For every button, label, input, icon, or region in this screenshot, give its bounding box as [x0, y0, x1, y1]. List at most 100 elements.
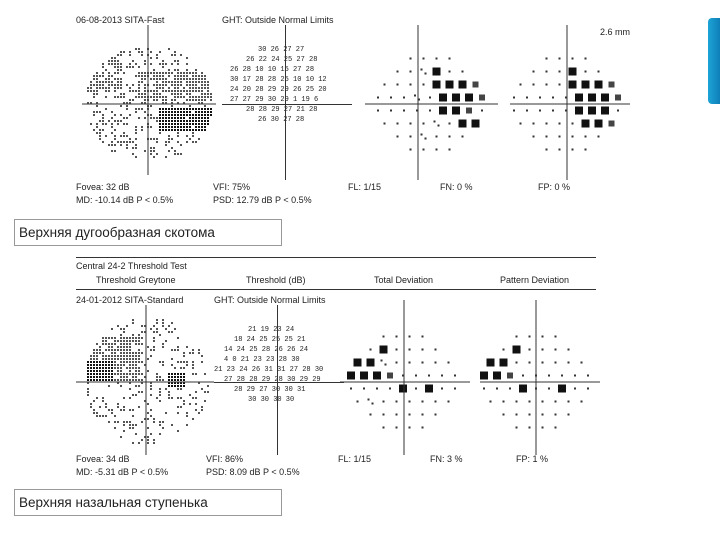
greytone-cell: [180, 379, 182, 381]
threshold-row: 30 17 28 28 25 10 10 12: [230, 76, 327, 84]
greytone-cell: [114, 72, 116, 74]
greytone-cell: [177, 120, 179, 122]
greytone-cell: [168, 108, 170, 110]
probability-symbol: [369, 348, 372, 351]
greytone-cell: [192, 367, 194, 369]
probability-symbol: [567, 348, 570, 351]
greytone-cell: [108, 72, 110, 74]
greytone-cell: [120, 361, 122, 363]
greytone-cell: [102, 376, 104, 378]
greytone-cell: [168, 114, 170, 116]
greytone-cell: [156, 397, 158, 399]
greytone-cell: [183, 90, 185, 92]
probability-symbol: [471, 119, 480, 128]
greytone-cell: [195, 69, 197, 71]
probability-symbol: [567, 361, 570, 364]
greytone-cell: [174, 114, 176, 116]
greytone-cell: [147, 403, 149, 405]
probability-symbol: [528, 361, 531, 364]
greytone-cell: [177, 346, 179, 348]
probability-symbol: [396, 122, 399, 125]
greytone-cell: [150, 150, 152, 152]
greytone-cell: [147, 439, 149, 441]
greytone-cell: [93, 355, 95, 357]
greytone-cell: [159, 114, 161, 116]
greytone-cell: [207, 93, 209, 95]
report2-md: MD: -5.31 dB P < 0.5%: [76, 467, 169, 477]
greytone-cell: [141, 96, 143, 98]
greytone-cell: [186, 361, 188, 363]
greytone-cell: [120, 334, 122, 336]
greytone-cell: [117, 141, 119, 143]
greytone-cell: [183, 117, 185, 119]
probability-symbol: [422, 57, 425, 60]
greytone-cell: [102, 120, 104, 122]
greytone-cell: [123, 364, 125, 366]
greytone-cell: [135, 90, 137, 92]
greytone-cell: [132, 442, 134, 444]
greytone-cell: [159, 108, 161, 110]
greytone-cell: [174, 84, 176, 86]
greytone-cell: [204, 114, 206, 116]
greytone-cell: [150, 114, 152, 116]
greytone-cell: [174, 153, 176, 155]
greytone-cell: [174, 123, 176, 125]
greytone-cell: [96, 78, 98, 80]
greytone-cell: [144, 96, 146, 98]
greytone-cell: [99, 367, 101, 369]
greytone-cell: [171, 424, 173, 426]
greytone-cell: [195, 403, 197, 405]
greytone-cell: [102, 114, 104, 116]
greytone-cell: [168, 397, 170, 399]
greytone-cell: [93, 367, 95, 369]
greytone-cell: [159, 87, 161, 89]
greytone-cell: [114, 415, 116, 417]
greytone-cell: [168, 69, 170, 71]
greytone-cell: [171, 138, 173, 140]
greytone-cell: [102, 66, 104, 68]
probability-symbol: [539, 96, 541, 99]
greytone-cell: [135, 358, 137, 360]
greytone-cell: [195, 75, 197, 77]
greytone-cell: [174, 367, 176, 369]
greytone-cell: [189, 93, 191, 95]
greytone-cell: [111, 364, 113, 366]
greytone-cell: [159, 72, 161, 74]
greytone-cell: [141, 331, 143, 333]
greytone-cell: [174, 81, 176, 83]
greytone-cell: [165, 108, 167, 110]
greytone-cell: [120, 93, 122, 95]
greytone-cell: [135, 376, 137, 378]
greytone-cell: [204, 87, 206, 89]
greytone-cell: [108, 81, 110, 83]
probability-symbol: [360, 371, 368, 380]
probability-symbol: [409, 70, 412, 73]
probability-symbol: [377, 109, 379, 112]
greytone-cell: [144, 84, 146, 86]
probability-symbol: [486, 358, 495, 367]
greytone-cell: [204, 117, 206, 119]
greytone-cell: [90, 90, 92, 92]
greytone-cell: [129, 382, 131, 384]
greytone-cell: [165, 111, 167, 113]
greytone-cell: [108, 349, 110, 351]
greytone-cell: [165, 81, 167, 83]
greytone-cell: [189, 78, 191, 80]
greytone-cell: [126, 108, 128, 110]
probability-symbol: [594, 119, 603, 128]
greytone-cell: [180, 90, 182, 92]
greytone-cell: [108, 367, 110, 369]
greytone-cell: [93, 364, 95, 366]
probability-symbol: [601, 93, 609, 102]
greytone-cell: [111, 409, 113, 411]
greytone-cell: [117, 72, 119, 74]
probability-symbol: [558, 122, 561, 125]
greytone-cell: [147, 418, 149, 420]
greytone-cell: [198, 123, 200, 125]
probability-symbol: [396, 70, 399, 73]
probability-symbol: [519, 122, 522, 125]
probability-symbol: [434, 400, 437, 403]
greytone-cell: [99, 120, 101, 122]
greytone-cell: [153, 156, 155, 158]
greytone-cell: [132, 415, 134, 417]
